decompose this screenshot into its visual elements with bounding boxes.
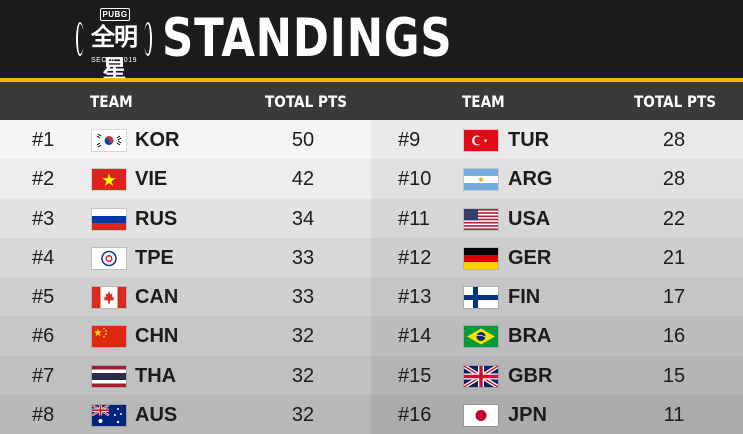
- laurel-left-icon: [76, 22, 84, 56]
- rank-cell: #6: [32, 325, 55, 348]
- rank-cell: #12: [398, 246, 432, 269]
- laurel-right-icon: [144, 22, 152, 56]
- column-header-left: TEAM TOTAL PTS: [0, 82, 371, 120]
- points-cell: 21: [662, 246, 686, 269]
- standings-column-right: #9 TUR 28 #10 ARG 28 #11 USA 22 #12 GER 21 #13 FIN 17 #…: [371, 120, 743, 434]
- team-column-header: TEAM: [462, 92, 505, 111]
- australia-flag-icon: [92, 404, 126, 426]
- team-code-cell: GBR: [508, 364, 553, 387]
- team-code-cell: CAN: [135, 286, 179, 308]
- total-pts-column-header: TOTAL PTS: [265, 92, 348, 111]
- team-code-cell: ARG: [508, 168, 553, 191]
- germany-flag-icon: [464, 247, 498, 269]
- total-pts-column-header: TOTAL PTS: [634, 92, 717, 111]
- russia-flag-icon: [92, 208, 126, 230]
- logo-chinese-text: 全明星: [91, 24, 138, 83]
- points-cell: 50: [291, 129, 315, 151]
- points-cell: 28: [662, 129, 686, 151]
- points-cell: 33: [291, 246, 315, 269]
- logo-subtitle: SEOUL 2019: [91, 57, 137, 64]
- standings-column-left: #1 KOR 50 #2 VIE 42 #3 RUS 34 #4 TPE 33 #5 CAN 33 #6 CHN…: [0, 120, 371, 434]
- team-code-cell: BRA: [508, 325, 552, 348]
- rank-cell: #10: [398, 168, 432, 191]
- team-code-cell: AUS: [135, 403, 178, 426]
- logo-badge: PUBG: [100, 8, 130, 21]
- turkey-flag-icon: [464, 130, 498, 151]
- usa-flag-icon: [464, 208, 498, 230]
- table-row: #7 THA 32: [0, 355, 371, 395]
- team-code-cell: GER: [508, 246, 552, 269]
- points-cell: 17: [662, 286, 686, 308]
- thailand-flag-icon: [92, 365, 126, 387]
- team-code-cell: RUS: [135, 207, 178, 230]
- rank-cell: #7: [32, 364, 55, 387]
- rank-cell: #4: [32, 246, 55, 269]
- team-code-cell: KOR: [135, 129, 180, 151]
- japan-flag-icon: [464, 404, 498, 426]
- table-row: #3 RUS 34: [0, 198, 371, 238]
- brazil-flag-icon: [464, 326, 498, 348]
- team-code-cell: JPN: [508, 403, 547, 426]
- event-logo: PUBG 全明星 SEOUL 2019: [76, 8, 152, 83]
- table-row: #8 AUS 32: [0, 394, 371, 434]
- chinese-taipei-flag-icon: [92, 247, 126, 269]
- table-row: #11 USA 22: [371, 198, 743, 238]
- page-title: STANDINGS: [162, 8, 453, 69]
- table-row: #14 BRA 16: [371, 316, 743, 356]
- points-cell: 15: [662, 364, 686, 387]
- korea-flag-icon: [92, 130, 126, 151]
- accent-stripe: [0, 78, 743, 82]
- table-row: #13 FIN 17: [371, 277, 743, 317]
- china-flag-icon: [92, 326, 126, 348]
- rank-cell: #14: [398, 325, 432, 348]
- table-row: #9 TUR 28: [371, 120, 743, 160]
- table-row: #5 CAN 33: [0, 277, 371, 317]
- team-code-cell: FIN: [508, 286, 541, 308]
- uk-flag-icon: [464, 365, 498, 387]
- points-cell: 32: [291, 364, 315, 387]
- table-row: #6 CHN 32: [0, 316, 371, 356]
- argentina-flag-icon: [464, 169, 498, 191]
- table-row: #1 KOR 50: [0, 120, 371, 160]
- team-code-cell: CHN: [135, 325, 179, 348]
- points-cell: 34: [291, 207, 315, 230]
- team-code-cell: VIE: [135, 168, 168, 191]
- table-row: #2 VIE 42: [0, 159, 371, 199]
- points-cell: 33: [291, 286, 315, 308]
- team-column-header: TEAM: [90, 92, 133, 111]
- vietnam-flag-icon: [92, 169, 126, 191]
- rank-cell: #13: [398, 286, 432, 308]
- rank-cell: #11: [398, 207, 430, 230]
- column-header-right: TEAM TOTAL PTS: [371, 82, 743, 120]
- table-row: #16 JPN 11: [371, 394, 743, 434]
- finland-flag-icon: [464, 287, 498, 308]
- table-row: #15 GBR 15: [371, 355, 743, 395]
- table-row: #10 ARG 28: [371, 159, 743, 199]
- points-cell: 16: [662, 325, 686, 348]
- rank-cell: #3: [32, 207, 55, 230]
- points-cell: 42: [291, 168, 315, 191]
- team-code-cell: TPE: [135, 246, 174, 269]
- canada-flag-icon: [92, 287, 126, 308]
- points-cell: 32: [291, 403, 315, 426]
- rank-cell: #2: [32, 168, 55, 191]
- rank-cell: #8: [32, 403, 55, 426]
- team-code-cell: THA: [135, 364, 177, 387]
- table-row: #4 TPE 33: [0, 237, 371, 277]
- points-cell: 11: [663, 403, 685, 426]
- points-cell: 28: [662, 168, 686, 191]
- rank-cell: #16: [398, 403, 432, 426]
- points-cell: 22: [662, 207, 686, 230]
- rank-cell: #15: [398, 364, 432, 387]
- table-row: #12 GER 21: [371, 237, 743, 277]
- team-code-cell: TUR: [508, 129, 550, 151]
- points-cell: 32: [291, 325, 315, 348]
- rank-cell: #5: [32, 286, 55, 308]
- rank-cell: #1: [32, 129, 55, 151]
- team-code-cell: USA: [508, 207, 551, 230]
- standings-table: #1 KOR 50 #2 VIE 42 #3 RUS 34 #4 TPE 33 #5 CAN 33 #6 CHN…: [0, 120, 743, 434]
- rank-cell: #9: [398, 129, 421, 151]
- header-bar: PUBG 全明星 SEOUL 2019 STANDINGS: [0, 0, 743, 83]
